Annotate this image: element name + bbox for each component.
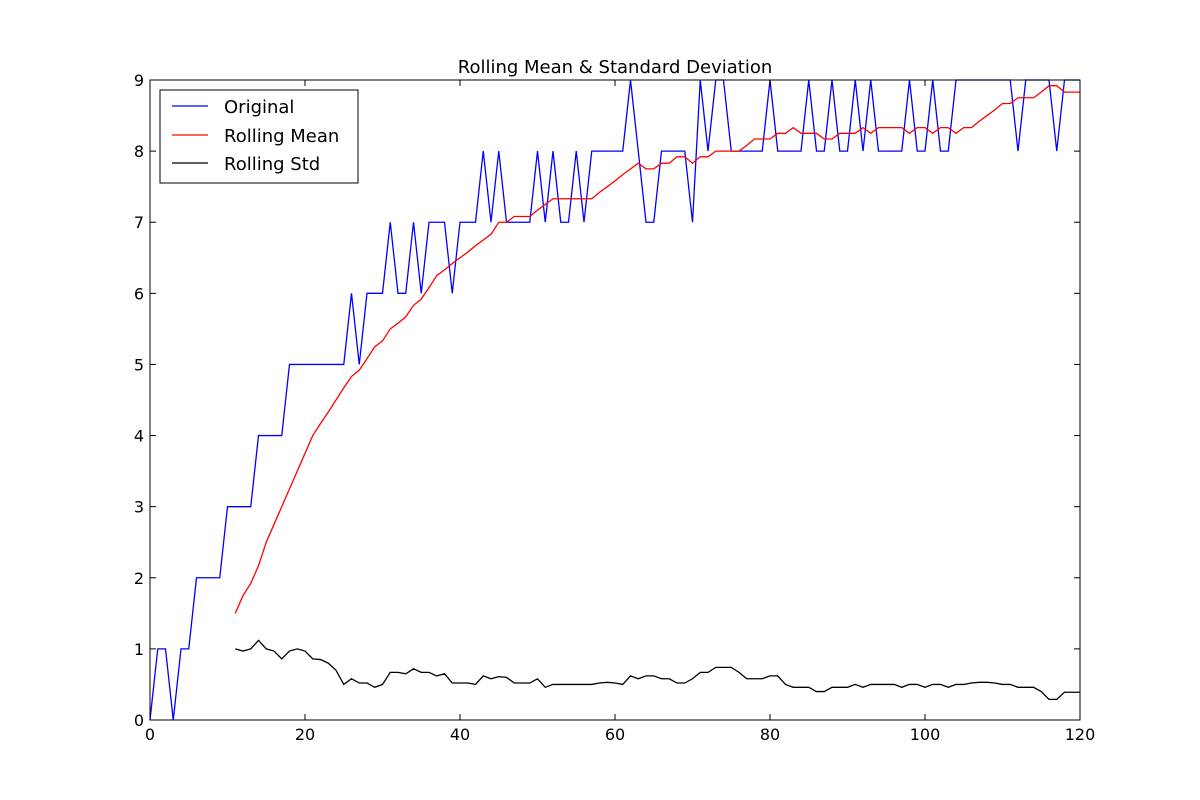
y-tick-label: 1 xyxy=(134,640,144,659)
x-tick-label: 60 xyxy=(605,725,625,744)
x-tick-label: 20 xyxy=(295,725,315,744)
y-tick-label: 4 xyxy=(134,427,144,446)
x-tick-label: 100 xyxy=(910,725,941,744)
y-tick-label: 0 xyxy=(134,711,144,730)
chart-title: Rolling Mean & Standard Deviation xyxy=(458,57,773,78)
legend-label-rolling-std: Rolling Std xyxy=(224,154,320,175)
series-line-rolling-mean xyxy=(234,85,1080,614)
legend: Original Rolling Mean Rolling Std xyxy=(159,89,359,184)
y-tick-label: 9 xyxy=(134,71,144,90)
x-tick-label: 80 xyxy=(760,725,780,744)
y-tick-label: 3 xyxy=(134,498,144,517)
series-line-rolling-std xyxy=(235,639,1080,701)
y-tick-label: 8 xyxy=(134,142,144,161)
x-tick-label: 0 xyxy=(145,725,155,744)
tick-layer: 0 20 40 60 80 100 120 0 1 2 3 4 5 6 7 8 9 xyxy=(134,71,1095,744)
y-tick-label: 2 xyxy=(134,569,144,588)
legend-label-rolling-mean: Rolling Mean xyxy=(224,126,339,147)
series-layer xyxy=(149,79,1080,721)
series-line-original xyxy=(149,79,1080,721)
y-tick-label: 7 xyxy=(134,213,144,232)
x-tick-label: 40 xyxy=(450,725,470,744)
legend-label-original: Original xyxy=(224,97,294,118)
x-tick-label: 120 xyxy=(1065,725,1096,744)
y-tick-label: 5 xyxy=(134,355,144,374)
plot-area xyxy=(150,80,1080,720)
y-tick-label: 6 xyxy=(134,284,144,303)
